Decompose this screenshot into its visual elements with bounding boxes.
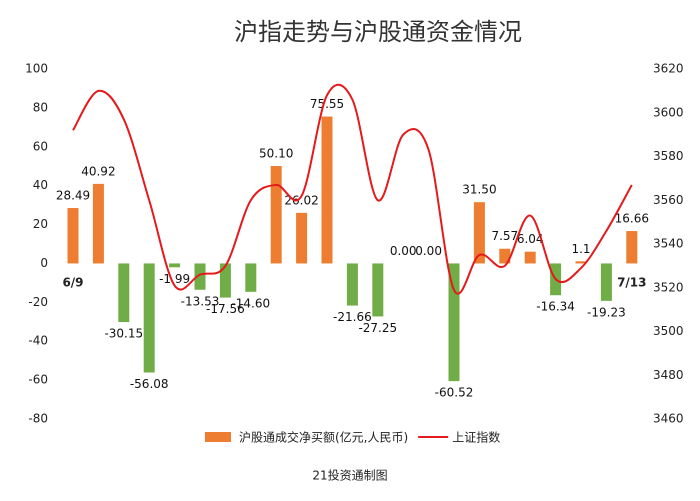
data-label: -1.99 <box>159 272 190 286</box>
y-tick-label: -40 <box>28 334 48 348</box>
legend-label: 上证指数 <box>452 430 500 445</box>
bar <box>448 263 460 382</box>
data-label: 7.57 <box>491 229 518 243</box>
y2-tick-label: 3520 <box>653 280 684 294</box>
data-label: -27.25 <box>358 321 397 335</box>
data-label: -17.56 <box>206 302 245 316</box>
bar <box>194 263 206 290</box>
y-tick-label: 80 <box>33 100 48 114</box>
data-label: 40.92 <box>81 164 115 178</box>
data-label: 1.1 <box>571 242 590 256</box>
x-tick-label: 7/13 <box>617 276 646 290</box>
data-label: -21.66 <box>333 310 372 324</box>
data-label: -19.23 <box>587 305 626 319</box>
bar <box>524 251 536 264</box>
bar <box>626 231 638 264</box>
data-label: -16.34 <box>536 300 575 314</box>
source-note: 21投资通制图 <box>312 468 387 483</box>
data-label: 31.50 <box>462 183 496 197</box>
data-label: -14.60 <box>231 296 270 310</box>
y2-tick-label: 3600 <box>653 105 684 119</box>
y2-tick-label: 3560 <box>653 193 684 207</box>
bar <box>600 263 612 301</box>
chart-title: 沪指走势与沪股通资金情况 <box>234 18 522 46</box>
y-tick-label: -80 <box>28 412 48 426</box>
bar <box>296 212 308 264</box>
data-label: 0.00 <box>415 244 442 258</box>
data-label: 50.10 <box>259 147 293 161</box>
bar <box>270 166 282 264</box>
index-line <box>72 83 633 295</box>
bar <box>219 263 231 298</box>
legend-swatch <box>205 432 231 442</box>
y2-tick-label: 3580 <box>653 149 684 163</box>
y-tick-label: 60 <box>33 139 48 153</box>
data-label: -30.15 <box>104 327 143 341</box>
data-label: -60.52 <box>435 386 474 400</box>
bar <box>499 248 511 264</box>
x-tick-label: 6/9 <box>62 276 83 290</box>
y2-tick-label: 3620 <box>653 62 684 76</box>
data-label: 26.02 <box>284 193 318 207</box>
bar <box>346 263 358 306</box>
bar <box>321 116 333 264</box>
bar <box>372 263 384 317</box>
y2-tick-label: 3500 <box>653 324 684 338</box>
bar <box>169 263 181 268</box>
y2-tick-label: 3460 <box>653 412 684 426</box>
bar <box>92 183 104 264</box>
y-tick-label: 40 <box>33 178 48 192</box>
y-tick-label: 0 <box>40 256 48 270</box>
bar <box>575 261 587 264</box>
data-label: -13.53 <box>181 294 220 308</box>
legend-label: 沪股通成交净买额(亿元,人民币) <box>239 430 408 445</box>
bar <box>245 263 257 292</box>
y2-tick-label: 3540 <box>653 237 684 251</box>
bar <box>118 263 130 323</box>
data-label: 28.49 <box>56 189 90 203</box>
data-label: 6.04 <box>517 232 544 246</box>
y-tick-label: -60 <box>28 373 48 387</box>
data-label: 0.00 <box>390 244 417 258</box>
y-tick-label: 100 <box>25 62 48 76</box>
bar <box>143 263 155 373</box>
bar <box>67 208 79 264</box>
y-tick-label: -20 <box>28 295 48 309</box>
data-label: 16.66 <box>615 212 649 226</box>
data-label: -56.08 <box>130 377 169 391</box>
bar <box>473 202 485 264</box>
y2-tick-label: 3480 <box>653 368 684 382</box>
y-tick-label: 20 <box>33 217 48 231</box>
data-label: 75.55 <box>310 97 344 111</box>
